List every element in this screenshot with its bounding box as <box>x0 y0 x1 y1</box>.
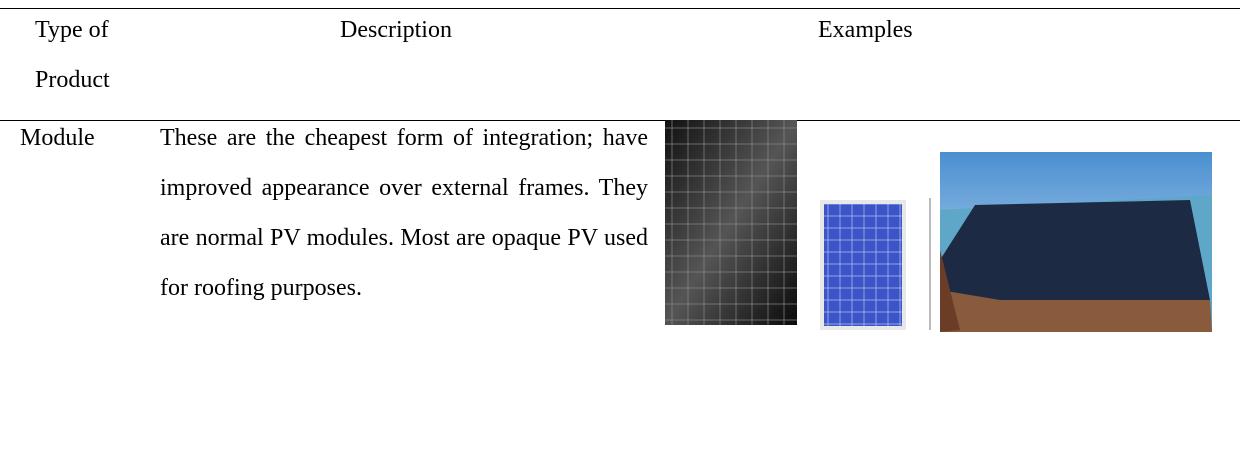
header-cell: Examples <box>818 17 913 43</box>
house-wall <box>940 290 1212 332</box>
header-cell: Description <box>340 17 452 43</box>
header-cell: Type of <box>35 17 109 43</box>
top-rule <box>0 8 1240 9</box>
mono-panel-grid <box>665 120 797 325</box>
poly-panel <box>824 204 902 326</box>
header-cell: Product <box>35 67 110 93</box>
header-rule <box>0 120 1240 121</box>
description-cell: These are the cheapest form of integrati… <box>160 125 648 301</box>
roof-edge <box>940 250 960 332</box>
type-cell: Module <box>20 125 95 151</box>
roof-panels <box>940 200 1210 330</box>
